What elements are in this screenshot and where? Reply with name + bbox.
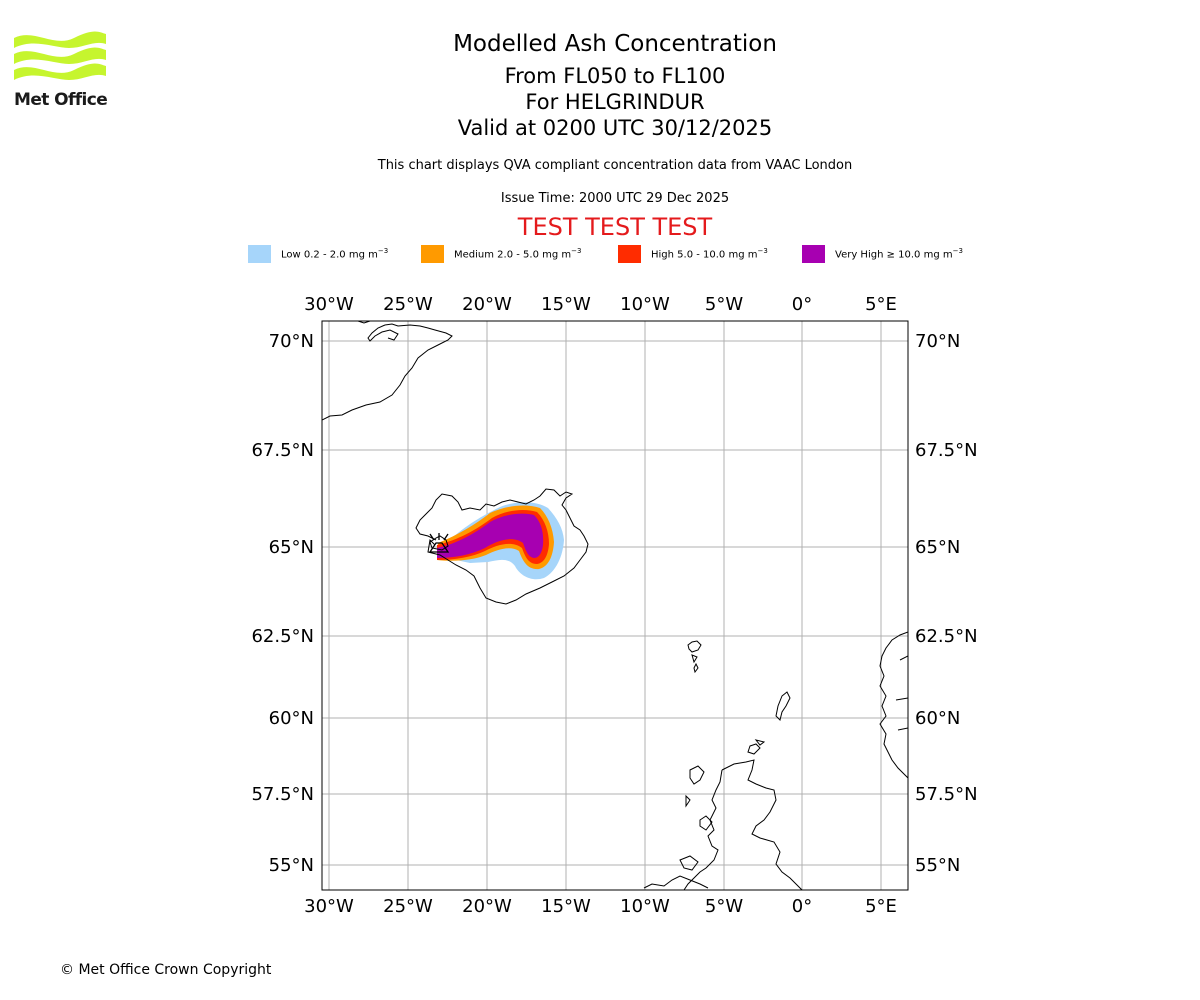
- lon-label: 5°E: [865, 896, 897, 917]
- lon-label: 0°: [792, 294, 812, 315]
- legend-very-high: Very High ≥ 10.0 mg m−3: [802, 244, 963, 264]
- lon-label: 5°W: [705, 294, 743, 315]
- lat-label: 60°N: [915, 708, 960, 729]
- lon-label: 30°W: [304, 294, 354, 315]
- lat-label: 67.5°N: [915, 440, 978, 461]
- legend-label-very-high: Very High ≥ 10.0 mg m: [835, 249, 953, 261]
- coastlines: [322, 321, 908, 890]
- lat-label: 70°N: [269, 331, 314, 352]
- map-background: [322, 321, 908, 890]
- lon-label: 20°W: [462, 896, 512, 917]
- legend-swatch-very-high: [802, 245, 825, 263]
- volcano-marker: [428, 533, 450, 553]
- lat-label: 55°N: [269, 855, 314, 876]
- legend-medium: Medium 2.0 - 5.0 mg m−3: [421, 244, 581, 264]
- chart-description: This chart displays QVA compliant concen…: [377, 158, 853, 173]
- lon-labels-bottom: 30°W 25°W 20°W 15°W 10°W 5°W 0° 5°E: [304, 896, 897, 917]
- lat-label: 57.5°N: [915, 784, 978, 805]
- lon-label: 10°W: [620, 294, 670, 315]
- legend-label-low: Low 0.2 - 2.0 mg m: [281, 249, 378, 261]
- coast-scotland: [683, 759, 803, 890]
- lon-label: 5°W: [705, 896, 743, 917]
- lat-label: 62.5°N: [915, 626, 978, 647]
- lat-label: 67.5°N: [251, 440, 314, 461]
- lat-label: 55°N: [915, 855, 960, 876]
- lon-label: 15°W: [541, 896, 591, 917]
- legend-label-high: High 5.0 - 10.0 mg m: [651, 249, 758, 261]
- coast-norway: [879, 631, 908, 779]
- coast-iceland: [415, 488, 589, 605]
- legend-low: Low 0.2 - 2.0 mg m−3: [248, 244, 388, 264]
- coast-orkney: [747, 739, 766, 755]
- ash-very-high: [437, 513, 544, 558]
- lon-label: 0°: [792, 896, 812, 917]
- legend-label-medium: Medium 2.0 - 5.0 mg m: [454, 249, 572, 261]
- logo-text: Met Office: [14, 90, 108, 110]
- lon-label: 15°W: [541, 294, 591, 315]
- coast-ireland: [643, 875, 709, 889]
- ash-plume: [437, 502, 564, 580]
- valid-time: Valid at 0200 UTC 30/12/2025: [457, 116, 773, 140]
- coast-faroes: [687, 640, 702, 674]
- lat-label: 65°N: [915, 537, 960, 558]
- lon-label: 20°W: [462, 294, 512, 315]
- met-office-logo: [14, 31, 106, 80]
- lon-label: 30°W: [304, 896, 354, 917]
- test-banner: TEST TEST TEST: [517, 213, 713, 241]
- lat-label: 57.5°N: [251, 784, 314, 805]
- coast-greenland: [322, 323, 453, 421]
- volcano-name: For HELGRINDUR: [525, 90, 705, 114]
- lon-labels-top: 30°W 25°W 20°W 15°W 10°W 5°W 0° 5°E: [304, 294, 897, 315]
- chart-title: Modelled Ash Concentration: [453, 31, 777, 57]
- coast-shetland: [775, 691, 791, 721]
- lon-label: 25°W: [383, 896, 433, 917]
- lon-label: 10°W: [620, 896, 670, 917]
- lat-labels-left: 70°N 67.5°N 65°N 62.5°N 60°N 57.5°N 55°N: [251, 331, 314, 876]
- lat-label: 65°N: [269, 537, 314, 558]
- map-frame: [321, 320, 909, 891]
- flight-levels: From FL050 to FL100: [504, 64, 726, 88]
- issue-time: Issue Time: 2000 UTC 29 Dec 2025: [500, 191, 730, 206]
- lat-labels-right: 70°N 67.5°N 65°N 62.5°N 60°N 57.5°N 55°N: [915, 331, 978, 876]
- map-gridlines: [322, 321, 908, 890]
- lat-label: 62.5°N: [251, 626, 314, 647]
- legend-high: High 5.0 - 10.0 mg m−3: [618, 244, 768, 264]
- legend-swatch-medium: [421, 245, 444, 263]
- lon-label: 5°E: [865, 294, 897, 315]
- legend-swatch-low: [248, 245, 271, 263]
- lon-label: 25°W: [383, 294, 433, 315]
- lat-label: 60°N: [269, 708, 314, 729]
- lat-label: 70°N: [915, 331, 960, 352]
- legend-swatch-high: [618, 245, 641, 263]
- copyright-notice: © Met Office Crown Copyright: [60, 962, 272, 978]
